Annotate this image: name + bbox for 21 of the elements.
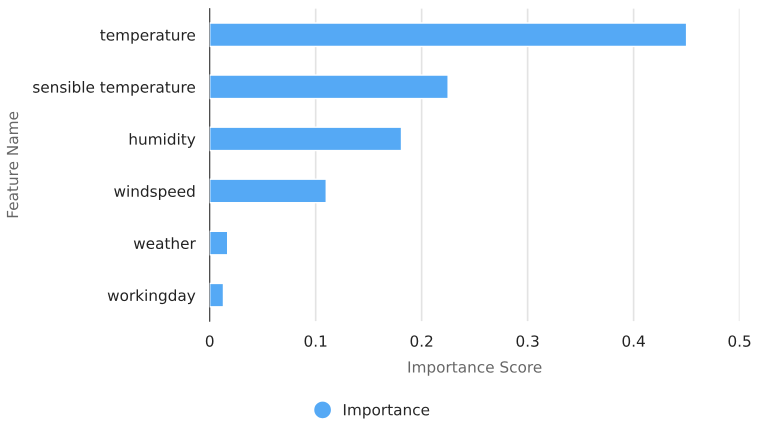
bar xyxy=(210,126,402,152)
bar xyxy=(210,282,224,308)
y-tick-label: humidity xyxy=(130,133,196,148)
y-axis-title: Feature Name xyxy=(6,112,18,218)
bar xyxy=(210,74,449,100)
legend-label: Importance xyxy=(344,404,430,418)
bar xyxy=(210,230,228,256)
y-tick-label: sensible temperature xyxy=(33,80,195,96)
x-tick-label: 0.3 xyxy=(516,335,539,347)
bar xyxy=(210,178,327,204)
x-tick-label: 0.4 xyxy=(622,335,645,347)
x-tick-label: 0 xyxy=(206,335,214,347)
x-tick-label: 0.5 xyxy=(728,335,750,347)
y-tick-label: weather xyxy=(134,237,196,250)
y-tick-label: temperature xyxy=(100,30,195,44)
y-tick-label: workingday xyxy=(108,289,196,304)
x-tick-label: 0.1 xyxy=(304,335,326,347)
x-tick-label: 0.2 xyxy=(410,335,432,347)
bar xyxy=(210,22,688,48)
x-axis-title: Importance Score xyxy=(408,361,542,376)
y-tick-label: windspeed xyxy=(114,185,194,200)
